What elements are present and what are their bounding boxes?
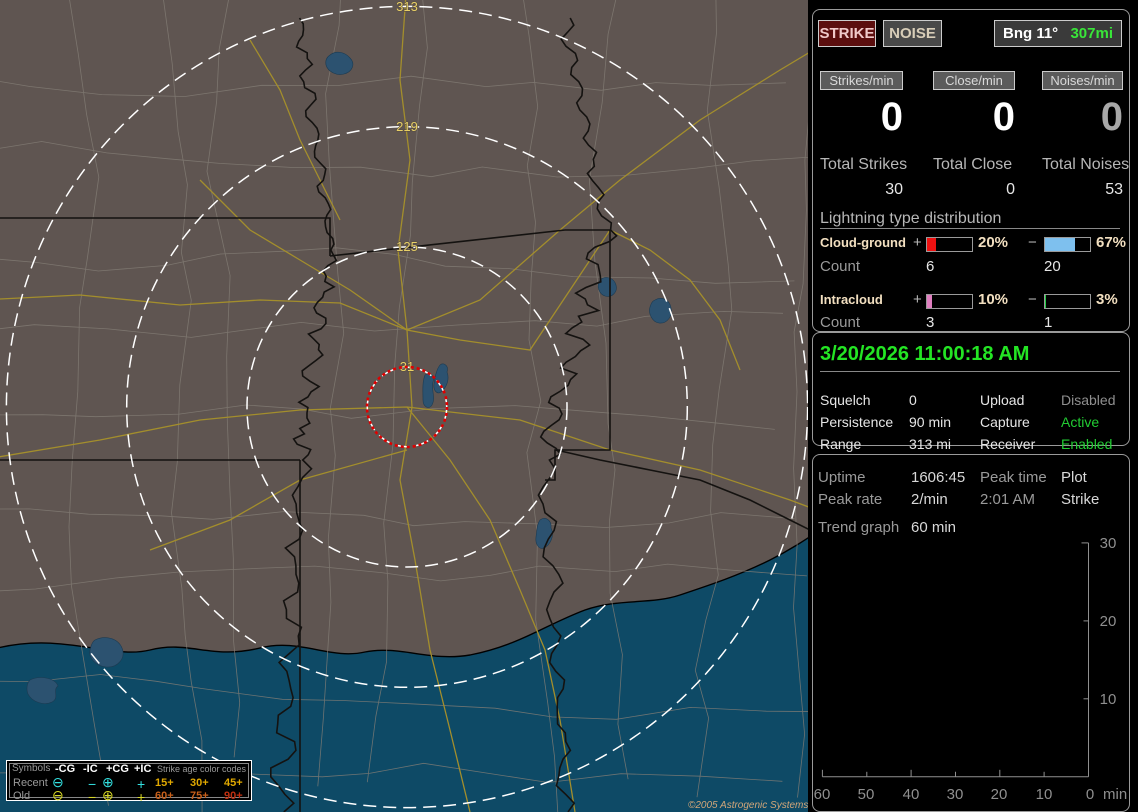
- svg-text:10: 10: [1100, 691, 1117, 708]
- svg-text:20: 20: [1100, 613, 1117, 630]
- svg-text:0: 0: [1086, 786, 1094, 803]
- svg-text:30: 30: [947, 786, 964, 803]
- svg-text:10: 10: [1036, 786, 1053, 803]
- svg-text:30: 30: [1100, 535, 1117, 552]
- svg-text:313: 313: [396, 0, 418, 14]
- svg-text:219: 219: [396, 119, 418, 134]
- svg-text:40: 40: [903, 786, 920, 803]
- svg-text:min: min: [1103, 786, 1127, 803]
- svg-text:125: 125: [396, 239, 418, 254]
- svg-text:50: 50: [858, 786, 875, 803]
- svg-text:60: 60: [814, 786, 831, 803]
- svg-text:20: 20: [991, 786, 1008, 803]
